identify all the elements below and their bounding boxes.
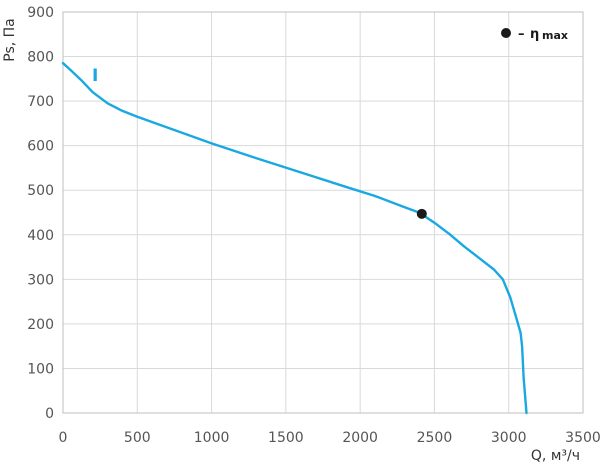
plot-area-border (62, 11, 584, 414)
legend-dash: – (518, 27, 525, 42)
y-tick-label: 300 (27, 272, 54, 288)
x-tick-label: 0 (59, 430, 68, 446)
y-axis-label: Ps, Па (2, 18, 18, 62)
legend-eta-symbol: η (530, 27, 539, 42)
x-axis-label: Q, м³/ч (531, 448, 580, 464)
x-axis-ticks: 0 500 1000 1500 2000 2500 3000 3500 (59, 430, 600, 446)
eta-max-point (416, 208, 427, 219)
y-tick-label: 100 (27, 361, 54, 377)
x-tick-label: 1000 (194, 430, 230, 446)
x-tick-label: 2500 (417, 430, 453, 446)
x-tick-label: 3000 (491, 430, 527, 446)
y-tick-label: 200 (27, 317, 54, 333)
y-tick-label: 0 (45, 406, 54, 422)
y-tick-label: 700 (27, 94, 54, 110)
x-tick-label: 1500 (268, 430, 304, 446)
series-line-I (61, 62, 528, 415)
legend: – η max (501, 27, 568, 42)
series-label-I: I (92, 66, 98, 86)
legend-marker (501, 28, 511, 38)
x-tick-label: 2000 (342, 430, 378, 446)
legend-eta-subscript: max (542, 29, 568, 42)
x-tick-label: 500 (124, 430, 151, 446)
y-tick-label: 500 (27, 183, 54, 199)
x-tick-label: 3500 (565, 430, 600, 446)
y-tick-label: 600 (27, 139, 54, 155)
grid (63, 12, 583, 413)
y-tick-label: 900 (27, 5, 54, 21)
y-tick-label: 800 (27, 50, 54, 66)
y-tick-label: 400 (27, 228, 54, 244)
y-axis-ticks: 0 100 200 300 400 500 600 700 800 900 (27, 5, 54, 422)
